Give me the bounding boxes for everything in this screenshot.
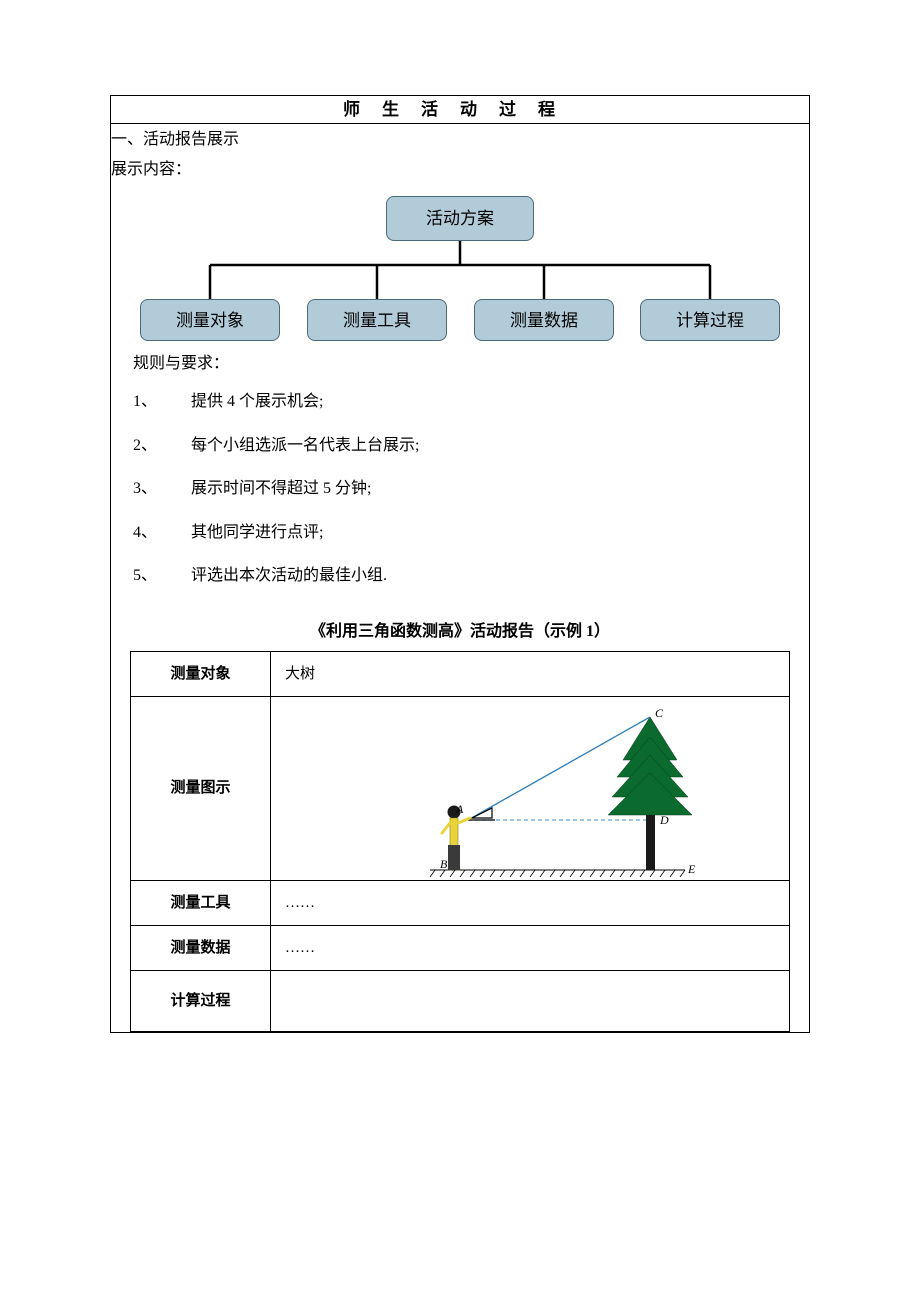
section-subtitle: 展示内容： [111, 157, 809, 183]
rule-item: 5、 评选出本次活动的最佳小组. [133, 563, 809, 589]
rule-text: 每个小组选派一名代表上台展示; [191, 437, 419, 454]
rule-text: 评选出本次活动的最佳小组. [191, 567, 387, 584]
row-value-object: 大树 [271, 651, 790, 696]
flow-child-3: 测量数据 [474, 299, 614, 341]
flow-child-label: 测量数据 [510, 307, 578, 334]
row-label-calc: 计算过程 [131, 970, 271, 1031]
flow-connector-lines [140, 241, 780, 299]
rule-text: 提供 4 个展示机会; [191, 393, 323, 410]
rule-text: 其他同学进行点评; [191, 524, 323, 541]
section-title: 一、活动报告展示 [111, 127, 809, 153]
point-B: B [440, 857, 448, 871]
rule-item: 4、 其他同学进行点评; [133, 520, 809, 546]
flow-child-1: 测量对象 [140, 299, 280, 341]
rule-item: 2、 每个小组选派一名代表上台展示; [133, 433, 809, 459]
flow-child-label: 测量对象 [176, 307, 244, 334]
page-header: 师生活动过程 [111, 96, 810, 124]
flow-child-2: 测量工具 [307, 299, 447, 341]
row-label-object: 测量对象 [131, 651, 271, 696]
row-label-data: 测量数据 [131, 925, 271, 970]
row-value-tool: …… [271, 880, 790, 925]
header-title: 师生活动过程 [343, 100, 577, 119]
rules-title: 规则与要求： [133, 351, 809, 377]
flowchart: 活动方案 测量对象 测量工具 测量数据 计算过程 [140, 196, 780, 341]
flow-root-node: 活动方案 [386, 196, 534, 241]
tree-measurement-illustration: A B C D E [320, 705, 740, 880]
flow-child-label: 计算过程 [676, 307, 744, 334]
rule-num: 1、 [133, 389, 157, 415]
report-title: 《利用三角函数测高》活动报告（示例 1） [111, 619, 809, 645]
point-C: C [655, 706, 664, 720]
row-label-tool: 测量工具 [131, 880, 271, 925]
row-value-data: …… [271, 925, 790, 970]
measurement-diagram: A B C D E [271, 696, 790, 880]
flow-child-label: 测量工具 [343, 307, 411, 334]
rule-num: 2、 [133, 433, 157, 459]
flow-root-label: 活动方案 [426, 205, 494, 232]
point-A: A [455, 802, 464, 816]
rule-num: 4、 [133, 520, 157, 546]
rule-item: 1、 提供 4 个展示机会; [133, 389, 809, 415]
rule-num: 5、 [133, 563, 157, 589]
row-value-calc [271, 970, 790, 1031]
row-label-diagram: 测量图示 [131, 696, 271, 880]
content-body: 一、活动报告展示 展示内容： 活动方案 测量对象 测量工 [111, 124, 810, 1032]
rule-text: 展示时间不得超过 5 分钟; [191, 480, 371, 497]
point-E: E [687, 862, 696, 876]
point-D: D [659, 813, 669, 827]
flow-child-4: 计算过程 [640, 299, 780, 341]
report-table: 测量对象 大树 测量图示 [130, 651, 790, 1032]
rule-item: 3、 展示时间不得超过 5 分钟; [133, 476, 809, 502]
main-container: 师生活动过程 一、活动报告展示 展示内容： 活动方案 [110, 95, 810, 1033]
rules-list: 1、 提供 4 个展示机会; 2、 每个小组选派一名代表上台展示; 3、 展示时间不得… [133, 389, 809, 589]
rule-num: 3、 [133, 476, 157, 502]
